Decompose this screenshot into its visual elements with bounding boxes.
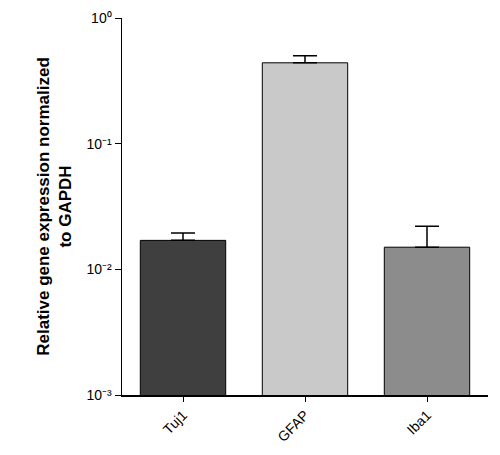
svg-text:Iba1: Iba1 [403,407,434,438]
svg-text:10⁰: 10⁰ [91,10,112,26]
svg-text:10⁻²: 10⁻² [86,261,112,277]
svg-text:10⁻¹: 10⁻¹ [86,136,112,152]
svg-text:Relative gene expression norma: Relative gene expression normalizedto GA… [34,57,75,356]
svg-text:10⁻³: 10⁻³ [86,387,112,403]
svg-text:Tuj1: Tuj1 [160,407,190,437]
svg-text:GFAP: GFAP [274,407,312,445]
